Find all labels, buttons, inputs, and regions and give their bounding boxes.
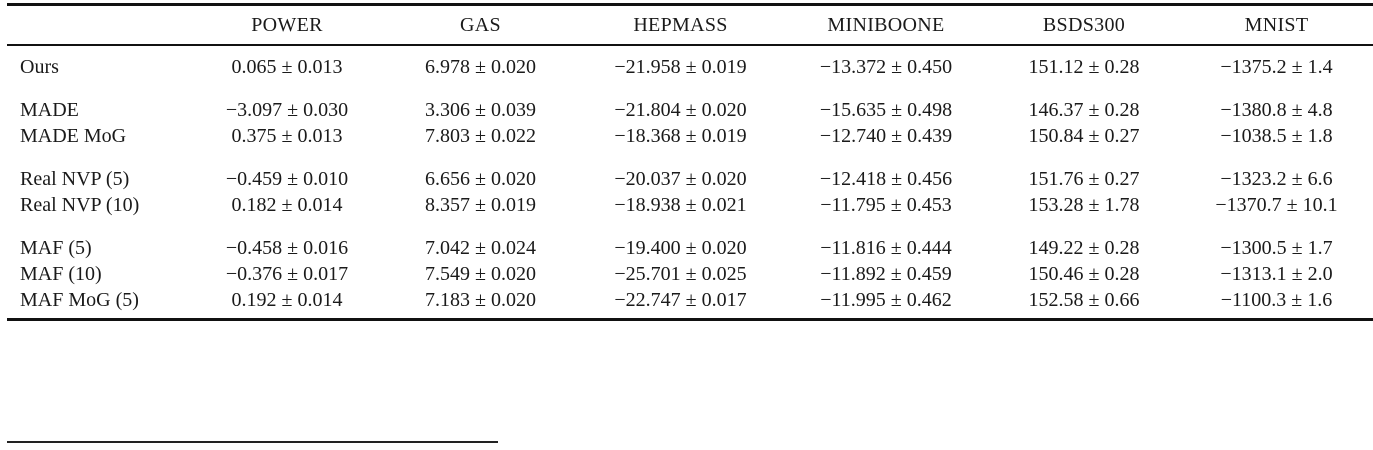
table-row-made-mog: MADE MoG 0.375 ± 0.013 7.803 ± 0.022 −18… (7, 123, 1373, 149)
table-cell: 150.46 ± 0.28 (1028, 263, 1140, 285)
table-cell: 3.306 ± 0.039 (425, 99, 536, 121)
table-cell: −0.376 ± 0.017 (225, 263, 349, 285)
table-row-realnvp-5: Real NVP (5) −0.459 ± 0.010 6.656 ± 0.02… (7, 149, 1373, 192)
results-table-container: POWER GAS HEPMASS MINIBOONE BSDS300 MNIS… (7, 3, 1373, 321)
table-cell: −1323.2 ± 6.6 (1220, 168, 1333, 190)
table-cell: −1375.2 ± 1.4 (1220, 56, 1333, 78)
table-cell: −15.635 ± 0.498 (819, 99, 953, 121)
row-label: MADE (20, 99, 79, 121)
table-cell: 7.549 ± 0.020 (425, 263, 536, 285)
table-row-maf-mog-5: MAF MoG (5) 0.192 ± 0.014 7.183 ± 0.020 … (7, 287, 1373, 320)
row-label: Real NVP (10) (20, 194, 140, 216)
header-row: POWER GAS HEPMASS MINIBOONE BSDS300 MNIS… (7, 4, 1373, 46)
table-cell: 152.58 ± 0.66 (1028, 289, 1140, 311)
table-cell: 0.182 ± 0.014 (231, 194, 343, 216)
table-cell: 8.357 ± 0.019 (425, 194, 536, 216)
table-row-made: MADE −3.097 ± 0.030 3.306 ± 0.039 −21.80… (7, 80, 1373, 123)
table-cell: 7.803 ± 0.022 (425, 125, 536, 147)
table-cell: 151.12 ± 0.28 (1028, 56, 1140, 78)
table-cell: 7.042 ± 0.024 (425, 237, 536, 259)
table-cell: −1370.7 ± 10.1 (1215, 194, 1338, 216)
row-label: MADE MoG (20, 125, 127, 147)
column-header-hepmass: HEPMASS (633, 14, 728, 36)
table-cell: 7.183 ± 0.020 (425, 289, 536, 311)
table-cell: −1300.5 ± 1.7 (1220, 237, 1333, 259)
table-cell: −11.795 ± 0.453 (820, 194, 952, 216)
column-header-power: POWER (251, 14, 323, 36)
row-label: Real NVP (5) (20, 168, 130, 190)
table-cell: −12.418 ± 0.456 (819, 168, 953, 190)
table-row-maf-10: MAF (10) −0.376 ± 0.017 7.549 ± 0.020 −2… (7, 261, 1373, 287)
table-cell: 150.84 ± 0.27 (1028, 125, 1140, 147)
footnote-separator-rule (7, 441, 498, 443)
table-cell: −25.701 ± 0.025 (614, 263, 747, 285)
table-cell: −1380.8 ± 4.8 (1220, 99, 1333, 121)
table-cell: 0.065 ± 0.013 (231, 56, 343, 78)
table-cell: −20.037 ± 0.020 (614, 168, 747, 190)
table-cell: 153.28 ± 1.78 (1028, 194, 1140, 216)
table-cell: −21.804 ± 0.020 (614, 99, 747, 121)
results-table: POWER GAS HEPMASS MINIBOONE BSDS300 MNIS… (7, 3, 1373, 321)
column-header-bsds300: BSDS300 (1042, 14, 1126, 36)
table-cell: −22.747 ± 0.017 (614, 289, 747, 311)
column-header-miniboone: MINIBOONE (827, 14, 945, 36)
table-cell: −1313.1 ± 2.0 (1220, 263, 1333, 285)
table-cell: −18.938 ± 0.021 (614, 194, 747, 216)
table-cell: 0.192 ± 0.014 (231, 289, 343, 311)
table-cell: −1100.3 ± 1.6 (1220, 289, 1333, 311)
table-cell: −11.995 ± 0.462 (820, 289, 952, 311)
table-cell: −1038.5 ± 1.8 (1220, 125, 1333, 147)
table-cell: −13.372 ± 0.450 (819, 56, 953, 78)
table-cell: −11.892 ± 0.459 (820, 263, 952, 285)
table-cell: 6.978 ± 0.020 (425, 56, 536, 78)
table-cell: −21.958 ± 0.019 (614, 56, 747, 78)
row-label: MAF (10) (20, 263, 102, 285)
table-row-realnvp-10: Real NVP (10) 0.182 ± 0.014 8.357 ± 0.01… (7, 192, 1373, 218)
table-cell: −18.368 ± 0.019 (614, 125, 747, 147)
table-cell: 151.76 ± 0.27 (1028, 168, 1140, 190)
column-header-gas: GAS (460, 14, 501, 36)
table-cell: −12.740 ± 0.439 (819, 125, 953, 147)
table-cell: 0.375 ± 0.013 (231, 125, 343, 147)
table-cell: 146.37 ± 0.28 (1028, 99, 1140, 121)
row-label: MAF MoG (5) (20, 289, 139, 311)
column-header-mnist: MNIST (1244, 14, 1309, 36)
column-header-blank (7, 5, 190, 46)
table-cell: −0.459 ± 0.010 (225, 168, 349, 190)
table-cell: −3.097 ± 0.030 (225, 99, 349, 121)
row-label: Ours (20, 56, 59, 78)
table-cell: 149.22 ± 0.28 (1028, 237, 1140, 259)
row-label: MAF (5) (20, 237, 92, 259)
table-cell: −19.400 ± 0.020 (614, 237, 747, 259)
table-cell: 6.656 ± 0.020 (425, 168, 536, 190)
table-row-maf-5: MAF (5) −0.458 ± 0.016 7.042 ± 0.024 −19… (7, 218, 1373, 261)
table-cell: −0.458 ± 0.016 (225, 237, 349, 259)
table-row-ours: Ours 0.065 ± 0.013 6.978 ± 0.020 −21.958… (7, 45, 1373, 80)
table-cell: −11.816 ± 0.444 (820, 237, 952, 259)
